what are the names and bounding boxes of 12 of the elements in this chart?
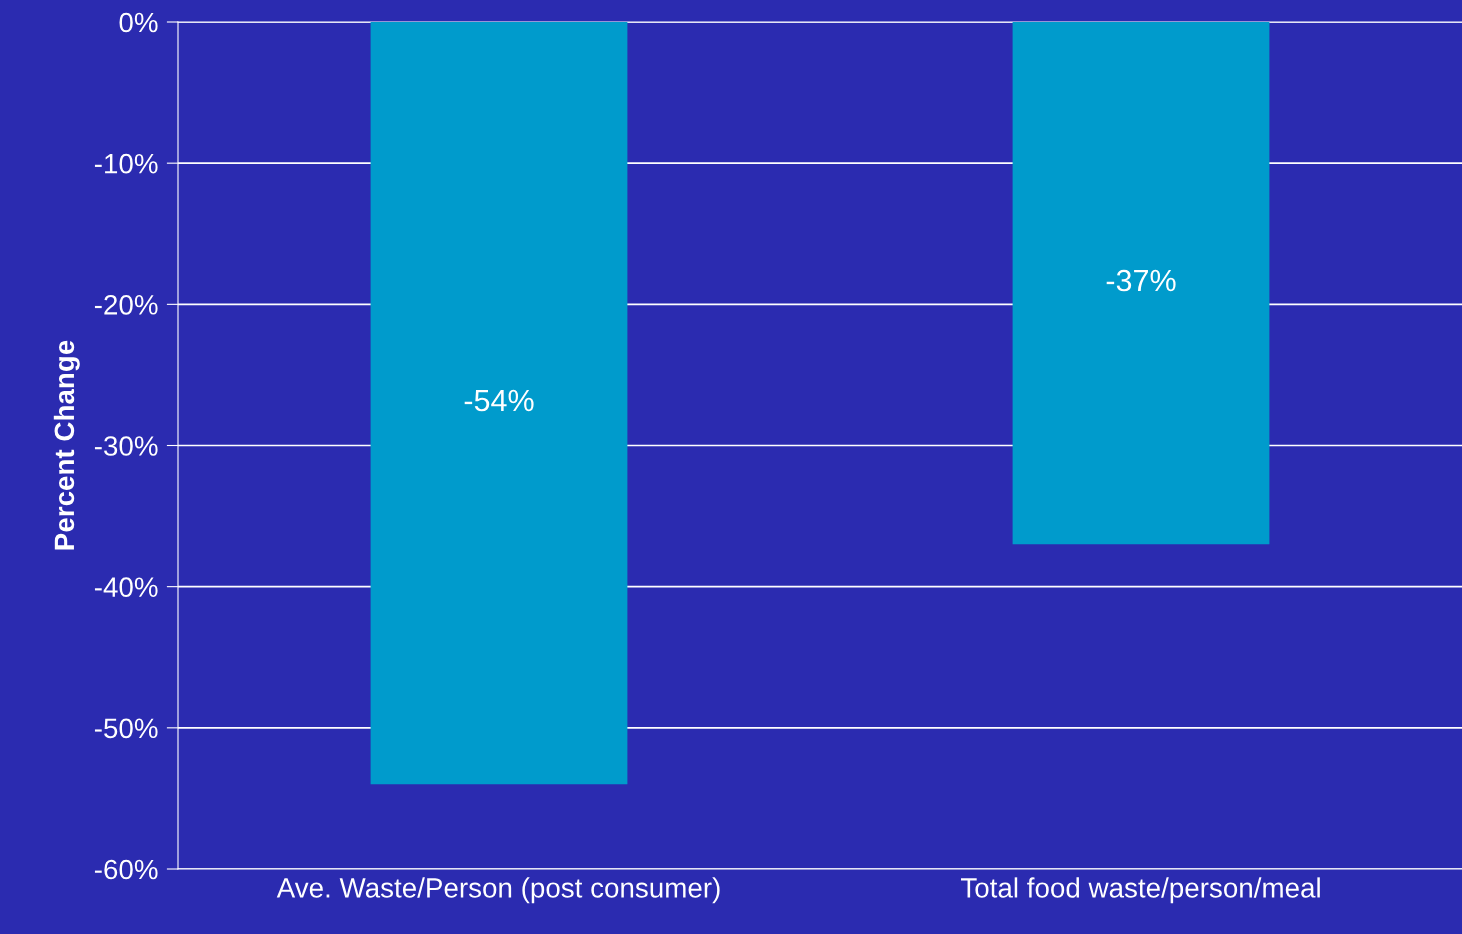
- y-tick-label: 0%: [119, 12, 158, 33]
- y-tick-label: -30%: [94, 436, 158, 456]
- y-tick-label: -10%: [94, 153, 158, 174]
- x-tick-label: Ave. Waste/Person (post consumer): [276, 877, 720, 904]
- y-axis-title: Percent Change: [53, 340, 80, 550]
- y-tick-label: -40%: [94, 577, 158, 598]
- data-label: -54%: [464, 389, 534, 412]
- x-tick-label: Total food waste/person/meal: [960, 877, 1320, 904]
- y-tick-label: -50%: [94, 718, 158, 739]
- data-label: -37%: [1106, 269, 1176, 292]
- y-tick-label: -60%: [94, 859, 158, 880]
- y-tick-label: -20%: [94, 295, 158, 315]
